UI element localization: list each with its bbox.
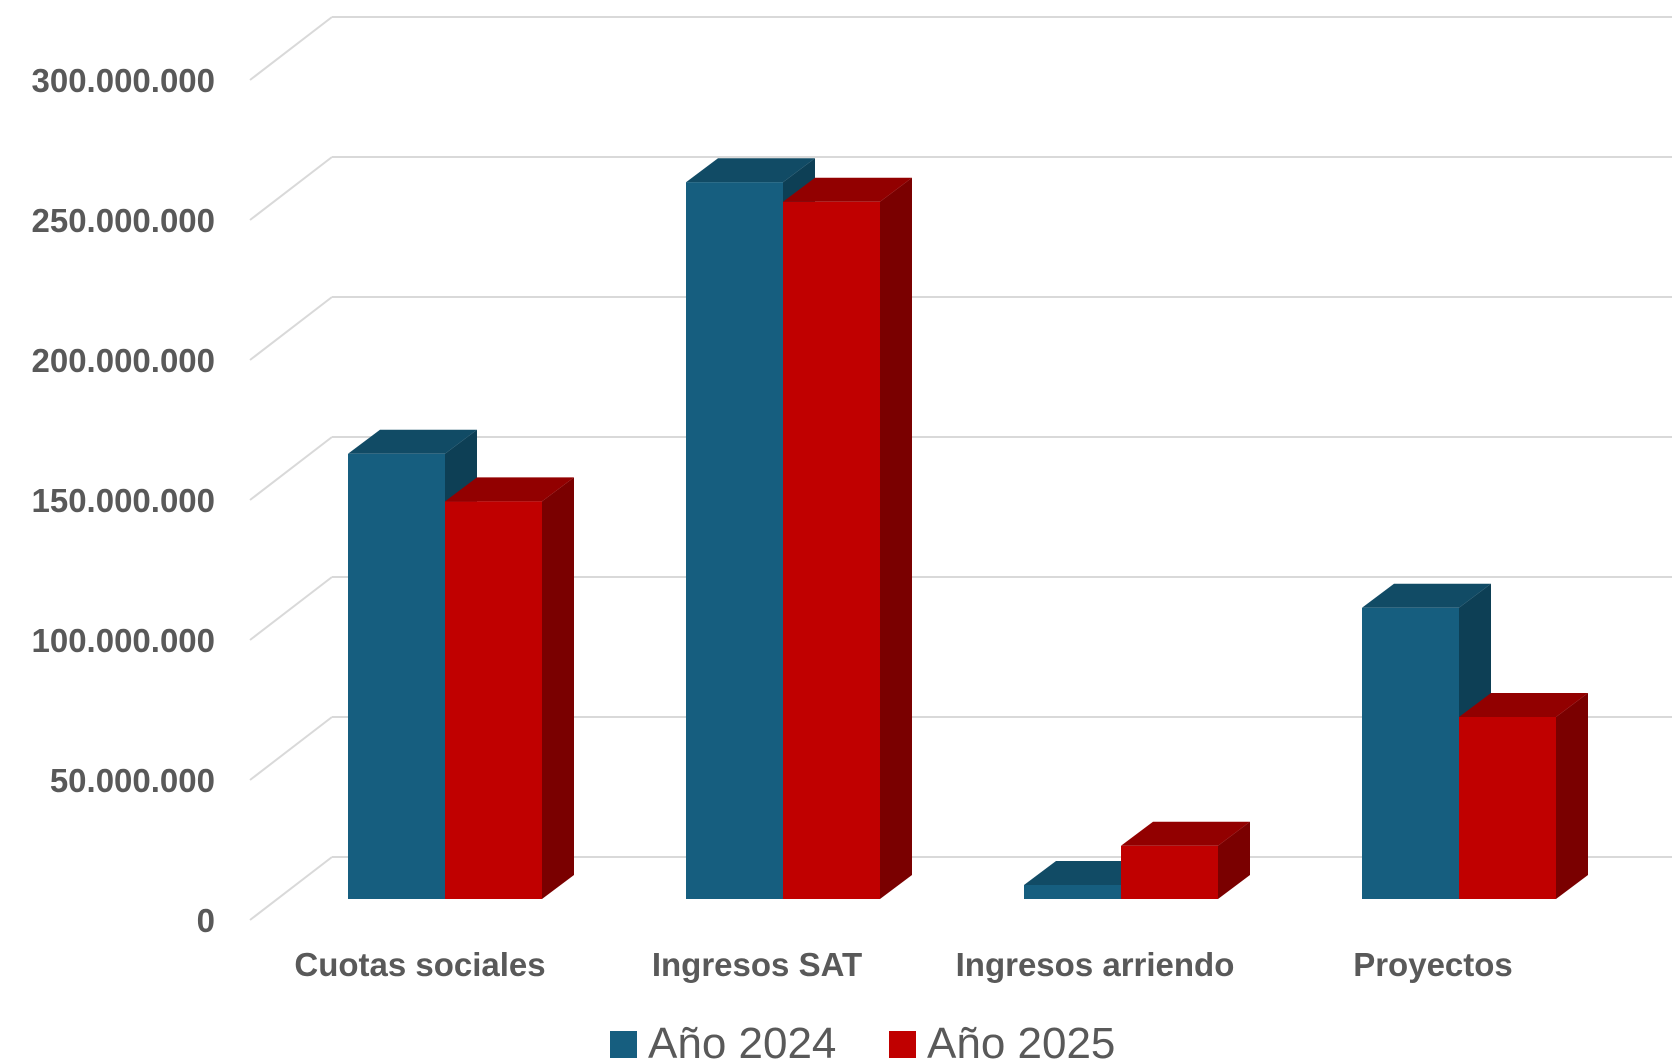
legend-swatch (889, 1031, 916, 1058)
bar-side (1556, 693, 1588, 899)
bar-top (348, 429, 477, 454)
bar-top (783, 177, 912, 202)
legend: Año 2024 Año 2025 (610, 1019, 1115, 1063)
legend-swatch (610, 1031, 637, 1058)
bar-side (1218, 821, 1250, 899)
y-tick-label: 250.000.000 (31, 202, 215, 239)
legend-label: Año 2024 (648, 1019, 836, 1063)
bar (1459, 693, 1588, 899)
y-tick-label: 300.000.000 (31, 62, 215, 99)
bar (445, 477, 574, 899)
y-tick-label: 150.000.000 (31, 482, 215, 519)
bar-top (1121, 821, 1250, 846)
y-tick-label: 0 (197, 902, 215, 939)
bars (348, 158, 1588, 900)
gridline-diagonal (249, 16, 333, 81)
bar-side (542, 477, 574, 899)
bar-top (445, 477, 574, 502)
legend-label: Año 2025 (927, 1019, 1115, 1063)
bar-front (1121, 845, 1218, 899)
bar-front (783, 201, 880, 900)
x-category-label: Proyectos (1353, 946, 1513, 983)
bar-side (880, 177, 912, 900)
y-tick-label: 50.000.000 (50, 762, 215, 799)
gridline-diagonal (249, 156, 333, 221)
bar (783, 177, 912, 900)
bar-front (445, 501, 542, 899)
bar-front (1362, 607, 1459, 899)
bar-front (1024, 885, 1121, 899)
x-category-label: Cuotas sociales (294, 946, 545, 983)
y-tick-label: 200.000.000 (31, 342, 215, 379)
x-axis-category-labels: Cuotas sociales Ingresos SAT Ingresos arri… (294, 946, 1512, 983)
gridline-diagonal (249, 716, 333, 781)
gridline-diagonal (249, 296, 333, 361)
bar-front (1459, 717, 1556, 899)
y-axis-tick-labels: 0 50.000.000 100.000.000 150.000.000 200.000… (31, 62, 215, 939)
x-category-label: Ingresos SAT (652, 946, 862, 983)
y-tick-label: 100.000.000 (31, 622, 215, 659)
bar-front (348, 453, 445, 899)
bar-top (686, 158, 815, 183)
bar-top (1362, 583, 1491, 608)
x-category-label: Ingresos arriendo (956, 946, 1235, 983)
bar-top (1024, 861, 1153, 885)
bar-front (686, 182, 783, 899)
gridline-diagonal (249, 576, 333, 641)
gridline-diagonal (249, 436, 333, 501)
gridline-diagonal (249, 856, 333, 921)
bar (1121, 821, 1250, 899)
bar-top (1459, 693, 1588, 717)
